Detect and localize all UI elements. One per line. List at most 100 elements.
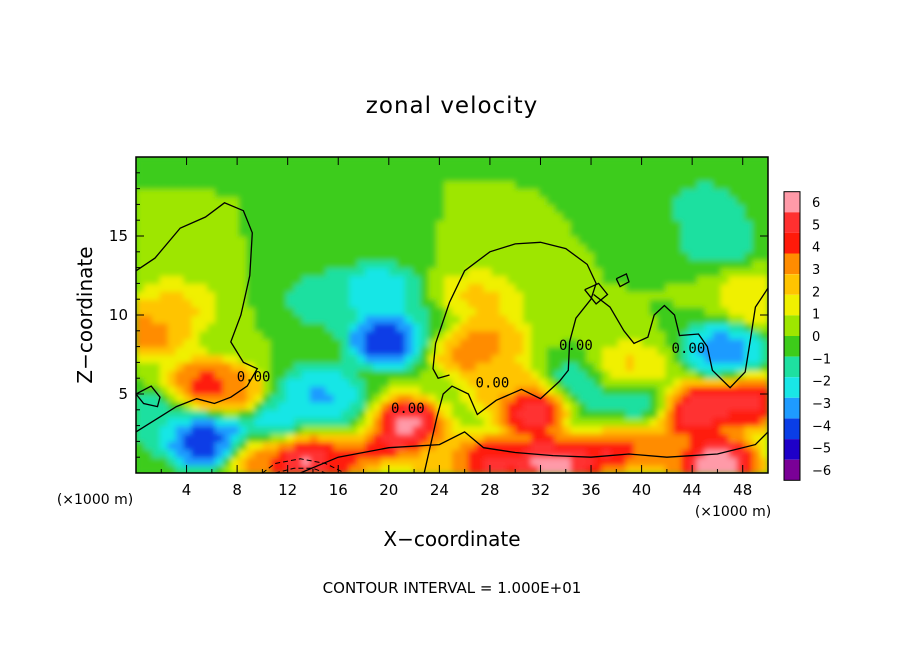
field-cell [270,291,279,300]
field-cell [467,188,477,198]
field-cell [657,275,666,284]
field-cell [167,251,177,261]
field-cell [696,386,706,395]
field-cell [238,251,248,261]
field-cell [151,196,161,205]
field-cell [436,417,445,427]
field-cell [183,291,192,300]
field-cell [570,236,579,245]
field-cell [238,401,248,411]
field-cell [752,330,761,340]
field-cell [373,283,382,292]
field-cell [286,401,295,411]
field-cell [396,354,406,363]
field-cell [681,441,690,450]
field-cell [341,157,350,166]
field-cell [262,409,271,419]
field-cell [523,417,532,427]
field-cell [507,409,516,419]
field-cell [452,409,461,419]
field-cell [641,386,651,395]
field-cell [325,330,335,340]
field-cell [317,401,327,411]
field-cell [538,228,548,237]
field-cell [570,172,579,182]
field-cell [602,164,611,174]
field-cell [183,441,192,450]
field-cell [262,394,271,403]
field-cell [380,291,390,300]
field-cell [728,378,737,387]
field-cell [183,386,192,395]
field-cell [167,441,177,450]
field-cell [712,457,722,466]
x-tick-label: 20 [379,481,398,499]
y-axis-label: Z−coordinate [73,246,97,383]
field-cell [531,243,540,253]
field-cell [136,188,145,198]
field-cell [736,370,745,379]
field-cell [222,283,232,292]
field-cell [373,251,382,261]
field-cell [736,322,745,332]
field-cell [483,449,493,458]
field-cell [294,251,303,261]
field-cell [349,441,358,450]
field-cell [720,409,730,419]
field-cell [467,196,477,205]
field-cell [294,275,303,284]
field-cell [215,157,224,166]
field-cell [254,188,263,198]
field-cell [396,220,406,229]
field-cell [222,330,232,340]
field-cell [444,164,453,174]
colorbar-swatch [784,377,800,398]
field-cell [459,283,469,292]
field-cell [499,228,508,237]
field-cell [467,243,477,253]
field-cell [641,172,651,182]
field-cell [143,188,153,198]
field-cell [554,449,564,458]
field-cell [278,386,287,395]
field-cell [752,188,761,198]
field-cell [531,275,540,284]
field-cell [333,204,342,213]
field-cell [246,283,256,292]
field-cell [562,409,572,419]
field-cell [602,172,611,182]
field-cell [586,164,595,174]
field-cell [175,212,184,221]
field-cell [262,457,271,466]
field-cell [459,425,469,435]
field-cell [515,465,524,473]
field-cell [515,243,524,253]
field-cell [602,362,611,371]
field-cell [388,259,398,269]
field-cell [396,315,406,324]
field-cell [720,338,730,348]
field-cell [143,378,153,387]
field-cell [625,394,635,403]
field-cell [444,401,453,411]
field-cell [459,433,469,442]
field-cell [665,283,674,292]
field-cell [309,346,319,356]
field-cell [704,409,714,419]
field-cell [641,291,651,300]
field-cell [554,441,564,450]
field-cell [689,180,698,190]
field-cell [515,425,524,435]
field-cell [760,283,768,292]
field-cell [475,433,485,442]
field-cell [246,267,256,277]
field-cell [625,322,635,332]
field-cell [491,228,500,237]
field-cell [396,401,406,411]
field-cell [483,465,493,473]
field-cell [673,251,682,261]
field-cell [649,259,658,269]
field-cell [254,259,263,269]
field-cell [523,401,532,411]
field-cell [633,362,643,371]
